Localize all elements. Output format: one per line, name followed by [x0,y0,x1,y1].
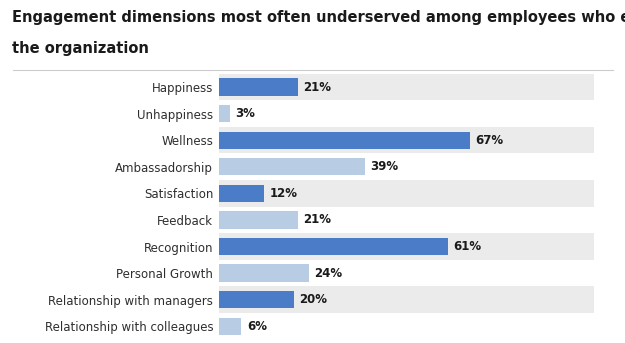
Text: 3%: 3% [236,107,256,120]
Bar [219,79,298,96]
Text: 61%: 61% [453,240,481,253]
Text: 21%: 21% [303,81,331,94]
Bar [219,211,298,228]
Bar [219,291,294,308]
Bar [219,233,594,260]
Bar [219,127,594,154]
Bar [219,100,594,127]
Text: 24%: 24% [314,267,342,280]
Bar [219,318,241,335]
Bar [219,260,594,286]
Bar [219,158,365,175]
Text: 39%: 39% [371,160,399,173]
Bar [219,185,264,202]
Bar [219,264,309,282]
Bar [219,154,594,180]
Text: 20%: 20% [299,293,328,306]
Bar [219,313,594,340]
Text: Engagement dimensions most often underserved among employees who exited: Engagement dimensions most often underse… [12,10,625,25]
Bar [219,180,594,206]
Text: the organization: the organization [12,41,149,56]
Bar [219,74,594,100]
Bar [219,238,448,255]
Text: 6%: 6% [247,320,267,333]
Bar [219,286,594,313]
Bar [219,132,470,149]
Bar [219,105,230,122]
Text: 12%: 12% [269,187,298,200]
Text: 67%: 67% [476,134,504,147]
Text: 21%: 21% [303,213,331,226]
Bar [219,206,594,233]
